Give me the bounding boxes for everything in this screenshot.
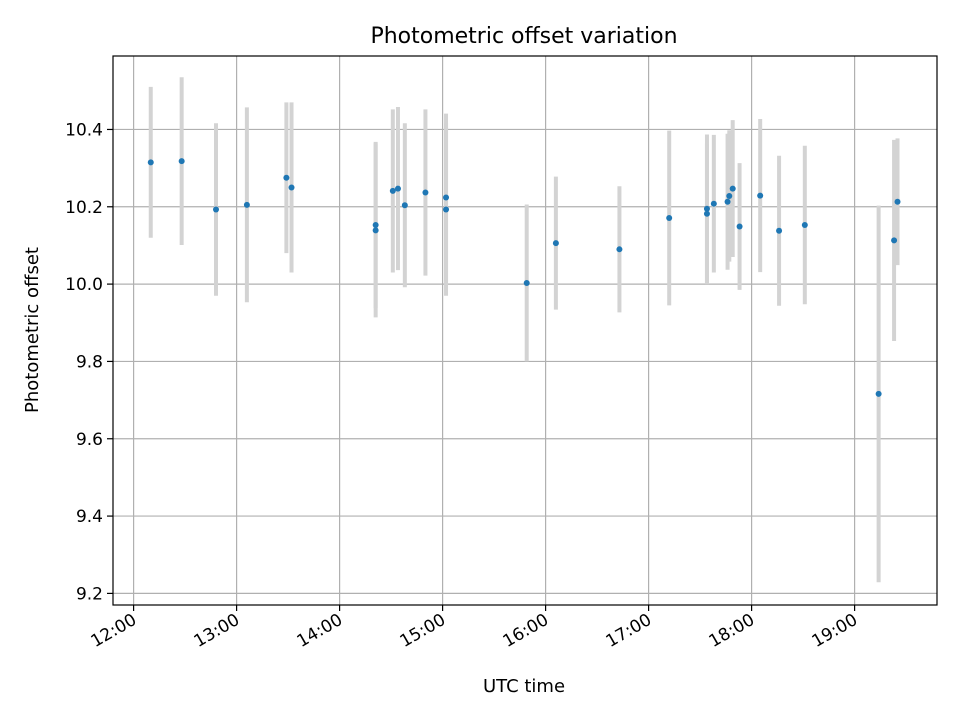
x-tick-label: 14:00 (294, 610, 346, 652)
ticks: 12:00 13:00 14:00 15:00 16:00 17:00 18:00 19:00… (65, 120, 861, 651)
data-point (443, 206, 450, 213)
plot-frame (112, 55, 938, 606)
data-point (801, 221, 808, 228)
data-point (875, 390, 882, 397)
x-tick-label: 15:00 (397, 610, 449, 652)
data-point (372, 227, 379, 234)
data-point (726, 192, 733, 199)
data-point (666, 214, 673, 221)
data-point (401, 202, 408, 209)
y-tick-label: 10.2 (65, 198, 103, 218)
y-tick-label: 9.4 (76, 507, 103, 527)
x-tick-label: 19:00 (809, 610, 861, 652)
data-point (283, 174, 290, 181)
data-point (372, 221, 379, 228)
data-point (443, 194, 450, 201)
y-tick-label: 10.4 (65, 120, 103, 140)
y-tick-label: 9.8 (76, 352, 103, 372)
data-point (552, 240, 559, 247)
data-point (213, 206, 219, 213)
data-point (178, 158, 185, 165)
x-tick-label: 16:00 (500, 610, 552, 652)
data-point (736, 223, 743, 230)
data-point (422, 189, 429, 196)
data-point (729, 185, 736, 192)
data-point (724, 198, 731, 205)
y-tick-label: 9.2 (76, 584, 103, 604)
data-point (710, 200, 717, 207)
x-tick-label: 12:00 (88, 610, 140, 652)
y-axis-label: Photometric offset (22, 247, 43, 413)
data-point (288, 184, 295, 191)
x-axis-label: UTC time (483, 676, 565, 697)
data-point (243, 201, 250, 208)
data-point (523, 279, 530, 286)
data-point (616, 246, 623, 253)
data-point (776, 227, 783, 234)
data-point (394, 185, 401, 192)
chart-title: Photometric offset variation (370, 24, 677, 49)
data-point (894, 198, 901, 205)
data-point (147, 159, 154, 166)
data-point (757, 192, 764, 199)
x-tick-label: 18:00 (706, 610, 758, 652)
data-points (147, 158, 901, 397)
x-tick-label: 13:00 (191, 610, 243, 652)
errorbars (148, 77, 900, 583)
y-tick-label: 9.6 (76, 430, 103, 450)
y-tick-label: 10.0 (65, 275, 103, 295)
data-point (703, 205, 710, 212)
data-point (703, 210, 710, 217)
x-tick-label: 17:00 (603, 610, 655, 652)
data-point (389, 187, 396, 194)
data-point (891, 237, 898, 244)
